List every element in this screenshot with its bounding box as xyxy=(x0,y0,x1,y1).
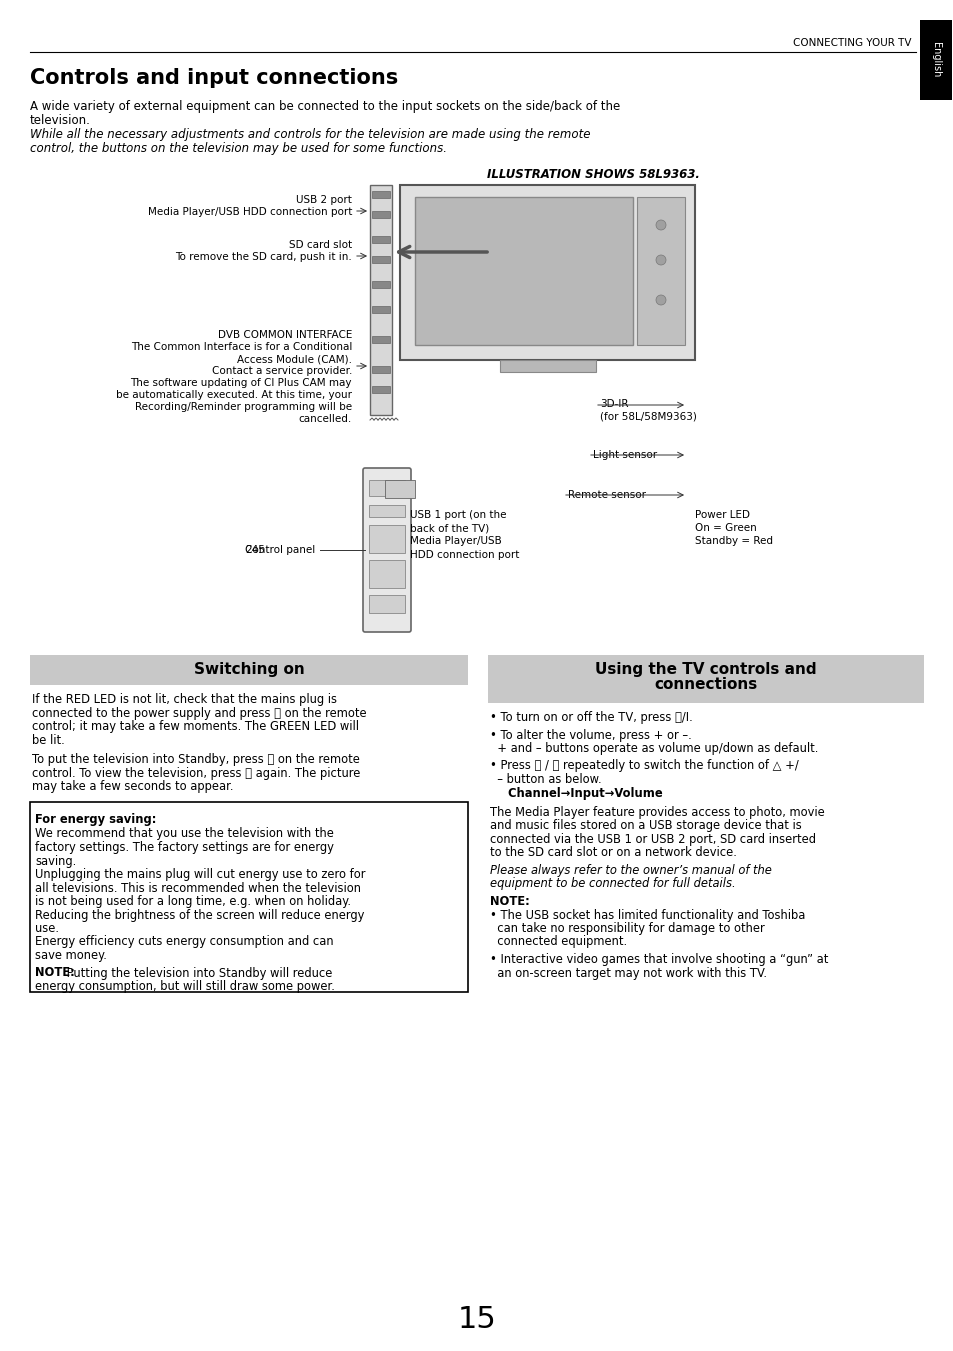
Text: saving.: saving. xyxy=(35,854,76,867)
Text: connected equipment.: connected equipment. xyxy=(490,935,626,948)
Text: Light sensor: Light sensor xyxy=(593,450,657,459)
Text: factory settings. The factory settings are for energy: factory settings. The factory settings a… xyxy=(35,842,334,854)
Text: The Common Interface is for a Conditional: The Common Interface is for a Conditiona… xyxy=(131,342,352,353)
Text: cancelled.: cancelled. xyxy=(298,413,352,424)
Bar xyxy=(30,655,468,685)
Text: Using the TV controls and: Using the TV controls and xyxy=(595,662,816,677)
Text: DVB COMMON INTERFACE: DVB COMMON INTERFACE xyxy=(217,330,352,340)
Text: • To alter the volume, press + or –.: • To alter the volume, press + or –. xyxy=(490,728,691,742)
Text: Access Module (CAM).: Access Module (CAM). xyxy=(236,354,352,363)
Text: SD card slot: SD card slot xyxy=(289,240,352,250)
Text: • Interactive video games that involve shooting a “gun” at: • Interactive video games that involve s… xyxy=(490,952,827,966)
Text: 245: 245 xyxy=(245,544,265,555)
Text: Please always refer to the owner’s manual of the: Please always refer to the owner’s manua… xyxy=(490,865,771,877)
Text: equipment to be connected for full details.: equipment to be connected for full detai… xyxy=(490,878,735,890)
Text: NOTE:: NOTE: xyxy=(35,966,74,979)
Text: • The USB socket has limited functionality and Toshiba: • The USB socket has limited functionali… xyxy=(490,908,804,921)
Bar xyxy=(488,655,923,703)
Bar xyxy=(369,480,405,496)
Text: The software updating of CI Plus CAM may: The software updating of CI Plus CAM may xyxy=(131,378,352,388)
Text: control; it may take a few moments. The GREEN LED will: control; it may take a few moments. The … xyxy=(32,720,358,734)
Text: • Press Ⓓ / ⒪ repeatedly to switch the function of △ +/: • Press Ⓓ / ⒪ repeatedly to switch the f… xyxy=(490,759,798,773)
Text: use.: use. xyxy=(35,921,59,935)
Bar xyxy=(372,336,390,343)
Text: For energy saving:: For energy saving: xyxy=(35,813,156,827)
Text: + and – buttons operate as volume up/down as default.: + and – buttons operate as volume up/dow… xyxy=(490,742,818,755)
Bar xyxy=(919,20,951,100)
Text: Contact a service provider.: Contact a service provider. xyxy=(212,366,352,376)
Text: USB 2 port: USB 2 port xyxy=(295,195,352,205)
Text: be lit.: be lit. xyxy=(32,734,65,747)
Text: USB 1 port (on the
back of the TV)
Media Player/USB
HDD connection port: USB 1 port (on the back of the TV) Media… xyxy=(410,509,518,559)
Text: To put the television into Standby, press ⏻ on the remote: To put the television into Standby, pres… xyxy=(32,753,359,766)
Text: energy consumption, but will still draw some power.: energy consumption, but will still draw … xyxy=(35,979,335,993)
Text: can take no responsibility for damage to other: can take no responsibility for damage to… xyxy=(490,921,764,935)
Text: Remote sensor: Remote sensor xyxy=(567,490,645,500)
Bar xyxy=(372,190,390,199)
Text: Putting the television into Standby will reduce: Putting the television into Standby will… xyxy=(63,966,332,979)
Text: A wide variety of external equipment can be connected to the input sockets on th: A wide variety of external equipment can… xyxy=(30,100,619,113)
Text: television.: television. xyxy=(30,113,91,127)
Text: be automatically executed. At this time, your: be automatically executed. At this time,… xyxy=(116,390,352,400)
Bar xyxy=(415,197,633,345)
Bar xyxy=(372,236,390,243)
Text: Recording/Reminder programming will be: Recording/Reminder programming will be xyxy=(134,403,352,412)
Bar xyxy=(369,594,405,613)
Bar xyxy=(369,505,405,517)
Bar xyxy=(499,359,596,372)
FancyBboxPatch shape xyxy=(363,467,411,632)
Text: and music files stored on a USB storage device that is: and music files stored on a USB storage … xyxy=(490,820,801,832)
Circle shape xyxy=(656,220,665,230)
Text: Channel→Input→Volume: Channel→Input→Volume xyxy=(499,786,662,800)
Text: Energy efficiency cuts energy consumption and can: Energy efficiency cuts energy consumptio… xyxy=(35,935,334,948)
Text: ILLUSTRATION SHOWS 58L9363.: ILLUSTRATION SHOWS 58L9363. xyxy=(487,168,700,181)
Circle shape xyxy=(656,295,665,305)
Text: 15: 15 xyxy=(457,1305,496,1333)
Text: all televisions. This is recommended when the television: all televisions. This is recommended whe… xyxy=(35,881,360,894)
Bar xyxy=(399,185,695,359)
Text: connections: connections xyxy=(654,677,757,692)
Text: • To turn on or off the TV, press ⏻/I.: • To turn on or off the TV, press ⏻/I. xyxy=(490,711,692,724)
Text: Switching on: Switching on xyxy=(193,662,304,677)
Bar xyxy=(372,281,390,288)
Bar xyxy=(372,211,390,218)
Text: Control panel: Control panel xyxy=(245,544,314,555)
Text: may take a few seconds to appear.: may take a few seconds to appear. xyxy=(32,780,233,793)
Text: While all the necessary adjustments and controls for the television are made usi: While all the necessary adjustments and … xyxy=(30,128,590,141)
Bar xyxy=(372,305,390,313)
Text: Media Player/USB HDD connection port: Media Player/USB HDD connection port xyxy=(148,207,352,218)
Text: control, the buttons on the television may be used for some functions.: control, the buttons on the television m… xyxy=(30,142,447,155)
Text: We recommend that you use the television with the: We recommend that you use the television… xyxy=(35,828,334,840)
Text: If the RED LED is not lit, check that the mains plug is: If the RED LED is not lit, check that th… xyxy=(32,693,336,707)
Text: Power LED
On = Green
Standby = Red: Power LED On = Green Standby = Red xyxy=(695,509,772,546)
Bar xyxy=(30,801,468,992)
Text: Reducing the brightness of the screen will reduce energy: Reducing the brightness of the screen wi… xyxy=(35,908,364,921)
Text: 3D-IR
(for 58L/58M9363): 3D-IR (for 58L/58M9363) xyxy=(599,399,696,422)
Bar xyxy=(369,561,405,588)
Text: save money.: save money. xyxy=(35,948,107,962)
Bar xyxy=(385,480,415,499)
Text: an on-screen target may not work with this TV.: an on-screen target may not work with th… xyxy=(490,966,766,979)
Text: To remove the SD card, push it in.: To remove the SD card, push it in. xyxy=(175,253,352,262)
Text: control. To view the television, press ⏻ again. The picture: control. To view the television, press ⏻… xyxy=(32,766,360,780)
Text: to the SD card slot or on a network device.: to the SD card slot or on a network devi… xyxy=(490,847,736,859)
Bar xyxy=(372,366,390,373)
Text: connected to the power supply and press ⏻ on the remote: connected to the power supply and press … xyxy=(32,707,366,720)
Text: connected via the USB 1 or USB 2 port, SD card inserted: connected via the USB 1 or USB 2 port, S… xyxy=(490,834,815,846)
Text: CONNECTING YOUR TV: CONNECTING YOUR TV xyxy=(793,38,911,49)
Text: NOTE:: NOTE: xyxy=(490,894,529,908)
Bar xyxy=(372,255,390,263)
Text: is not being used for a long time, e.g. when on holiday.: is not being used for a long time, e.g. … xyxy=(35,894,351,908)
Text: Unplugging the mains plug will cut energy use to zero for: Unplugging the mains plug will cut energ… xyxy=(35,867,365,881)
Text: Controls and input connections: Controls and input connections xyxy=(30,68,397,88)
Circle shape xyxy=(656,255,665,265)
Bar xyxy=(637,197,684,345)
Text: The Media Player feature provides access to photo, movie: The Media Player feature provides access… xyxy=(490,807,824,819)
Text: English: English xyxy=(930,42,940,78)
Bar xyxy=(372,386,390,393)
Bar xyxy=(370,185,392,415)
Bar xyxy=(369,526,405,553)
Text: – button as below.: – button as below. xyxy=(490,773,601,786)
